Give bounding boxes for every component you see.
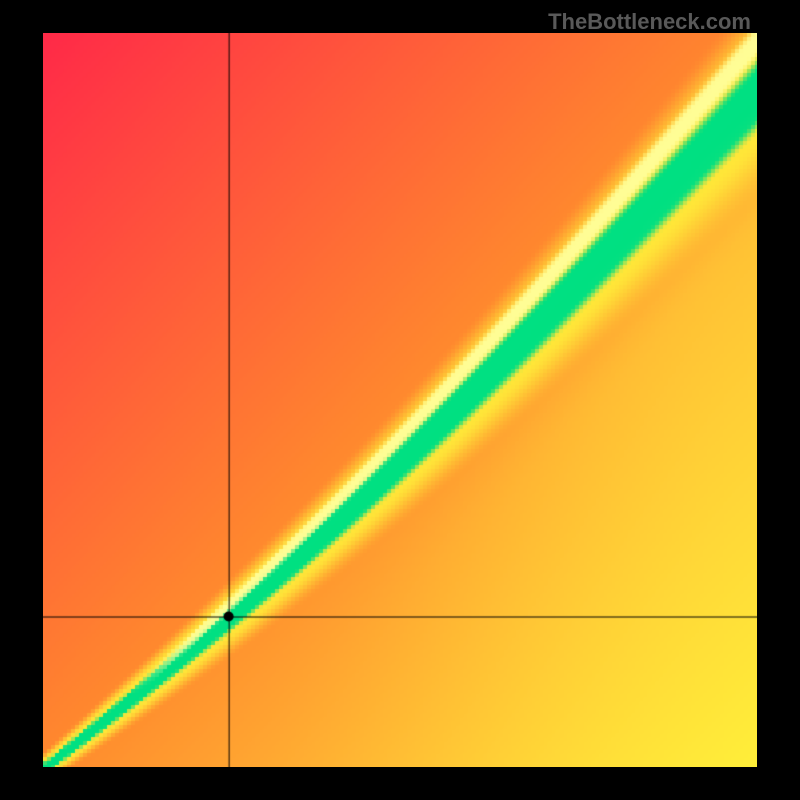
chart-stage: { "canvas": { "width": 800, "height": 80… bbox=[0, 0, 800, 800]
overlay-canvas bbox=[43, 33, 757, 767]
watermark-text: TheBottleneck.com bbox=[548, 9, 751, 35]
